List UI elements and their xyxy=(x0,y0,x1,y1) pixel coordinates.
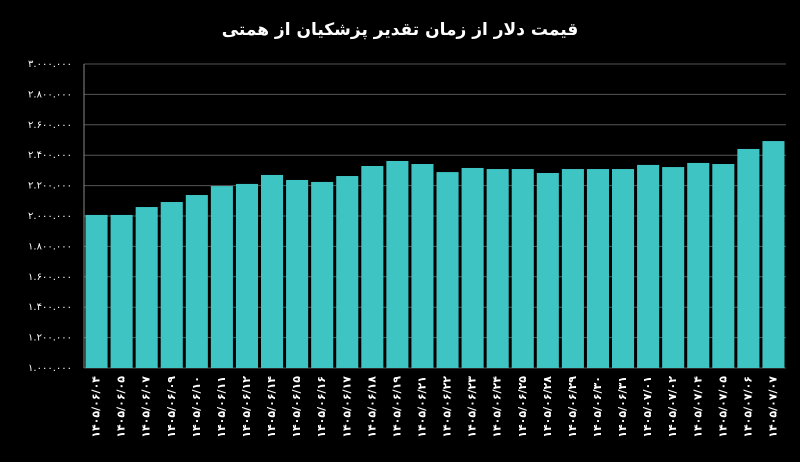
bar xyxy=(586,169,609,368)
bar xyxy=(311,181,334,368)
bar xyxy=(185,195,208,368)
bar xyxy=(511,169,534,368)
bar xyxy=(712,164,735,368)
x-tick-label: ۱۴۰۵/۰۶/۳۱ xyxy=(616,376,629,438)
x-tick-label: ۱۴۰۵/۰۶/۲۵ xyxy=(516,376,529,438)
x-tick-label: ۱۴۰۵/۰۶/۱۵ xyxy=(290,376,303,438)
x-tick-label: ۱۴۰۵/۰۶/۲۴ xyxy=(491,376,504,438)
x-tick-label: ۱۴۰۵/۰۶/۳۰ xyxy=(591,376,604,438)
bar xyxy=(386,160,409,368)
bar xyxy=(85,214,108,368)
bar xyxy=(210,186,233,368)
y-tick-label: ۱.۶۰۰.۰۰۰ xyxy=(28,272,72,283)
x-tick-label: ۱۴۰۵/۰۶/۱۰ xyxy=(190,376,203,438)
bar xyxy=(561,169,584,368)
x-tick-label: ۱۴۰۵/۰۶/۱۲ xyxy=(240,376,253,438)
bar xyxy=(737,148,760,368)
x-tick-label: ۱۴۰۵/۰۶/۲۱ xyxy=(415,376,428,438)
x-tick-label: ۱۴۰۵/۰۶/۱۷ xyxy=(340,376,353,438)
bar xyxy=(662,167,685,368)
x-tick-label: ۱۴۰۵/۰۷/۰۵ xyxy=(716,376,729,438)
x-tick-label: ۱۴۰۵/۰۶/۱۶ xyxy=(315,376,328,438)
bar xyxy=(235,183,258,368)
y-tick-label: ۲.۸۰۰.۰۰۰ xyxy=(28,89,72,100)
bar xyxy=(436,172,459,368)
bar xyxy=(336,176,359,368)
x-tick-label: ۱۴۰۵/۰۷/۰۲ xyxy=(666,376,679,438)
x-tick-label: ۱۴۰۵/۰۶/۲۲ xyxy=(441,376,454,438)
bar xyxy=(135,207,158,368)
bar xyxy=(637,164,660,368)
y-tick-label: ۱.۸۰۰.۰۰۰ xyxy=(28,241,72,252)
x-tick-label: ۱۴۰۵/۰۷/۰۷ xyxy=(766,376,779,438)
bar xyxy=(687,162,710,368)
x-tick-label: ۱۴۰۵/۰۶/۲۹ xyxy=(566,376,579,438)
bar xyxy=(160,202,183,368)
bar xyxy=(762,141,785,368)
chart-title: قیمت دلار از زمان تقدیر پزشکیان از همتی xyxy=(222,20,579,40)
y-tick-label: ۱.۰۰۰.۰۰۰ xyxy=(28,363,72,374)
bar xyxy=(612,169,635,368)
x-tick-label: ۱۴۰۵/۰۶/۱۹ xyxy=(390,376,403,438)
bar xyxy=(361,165,384,368)
x-tick-label: ۱۴۰۵/۰۶/۲۸ xyxy=(541,376,554,438)
bar xyxy=(110,214,133,368)
x-tick-label: ۱۴۰۵/۰۶/۰۵ xyxy=(115,376,128,438)
bar xyxy=(536,172,559,368)
x-tick-label: ۱۴۰۵/۰۶/۱۸ xyxy=(365,376,378,438)
bar xyxy=(461,167,484,368)
y-tick-label: ۱.۲۰۰.۰۰۰ xyxy=(28,333,72,344)
y-tick-label: ۲.۲۰۰.۰۰۰ xyxy=(28,181,72,192)
x-tick-label: ۱۴۰۵/۰۶/۱۱ xyxy=(215,376,228,438)
y-tick-label: ۱.۴۰۰.۰۰۰ xyxy=(28,302,72,313)
bar xyxy=(486,169,509,368)
x-tick-label: ۱۴۰۵/۰۷/۰۶ xyxy=(741,376,754,438)
x-tick-label: ۱۴۰۵/۰۷/۰۱ xyxy=(641,376,654,438)
y-tick-label: ۲.۰۰۰.۰۰۰ xyxy=(28,211,72,222)
y-tick-label: ۲.۶۰۰.۰۰۰ xyxy=(28,120,72,131)
bar xyxy=(286,179,309,368)
x-tick-label: ۱۴۰۵/۰۶/۰۴ xyxy=(90,376,103,438)
bar xyxy=(261,174,284,368)
bar xyxy=(411,164,434,368)
x-tick-label: ۱۴۰۵/۰۶/۰۹ xyxy=(165,376,178,438)
y-tick-label: ۲.۴۰۰.۰۰۰ xyxy=(28,150,72,161)
x-tick-label: ۱۴۰۵/۰۶/۰۷ xyxy=(140,376,153,438)
x-tick-label: ۱۴۰۵/۰۶/۱۴ xyxy=(265,376,278,438)
x-tick-label: ۱۴۰۵/۰۷/۰۴ xyxy=(691,376,704,438)
y-tick-label: ۳.۰۰۰.۰۰۰ xyxy=(28,59,72,70)
x-tick-label: ۱۴۰۵/۰۶/۲۳ xyxy=(466,376,479,438)
